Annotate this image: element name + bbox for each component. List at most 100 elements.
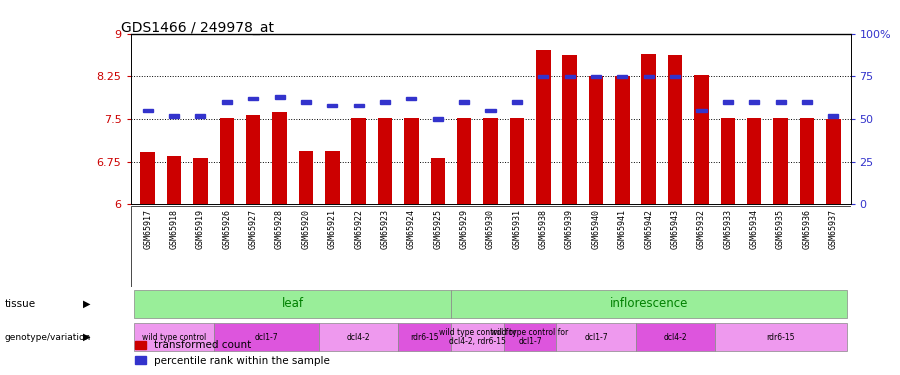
Text: GSM65939: GSM65939	[565, 209, 574, 249]
Bar	[433, 117, 443, 121]
Bar	[694, 75, 708, 204]
Text: GSM65938: GSM65938	[539, 209, 548, 249]
Text: GSM65934: GSM65934	[750, 209, 759, 249]
Bar	[459, 100, 469, 104]
Bar	[776, 100, 786, 104]
Text: GSM65932: GSM65932	[697, 209, 706, 249]
Bar	[404, 118, 419, 204]
Bar	[221, 100, 232, 104]
Text: GSM65922: GSM65922	[354, 209, 363, 249]
Bar	[773, 118, 788, 204]
Text: GSM65919: GSM65919	[196, 209, 205, 249]
Text: GSM65941: GSM65941	[618, 209, 627, 249]
Text: GSM65935: GSM65935	[776, 209, 785, 249]
Text: wild type control: wild type control	[142, 333, 206, 342]
Text: dcl4-2: dcl4-2	[663, 333, 687, 342]
Bar	[483, 118, 498, 204]
Text: GSM65928: GSM65928	[275, 209, 284, 249]
Bar	[169, 114, 179, 117]
Text: GSM65933: GSM65933	[724, 209, 733, 249]
Bar	[589, 76, 603, 204]
Text: rdr6-15: rdr6-15	[410, 333, 439, 342]
Bar	[512, 100, 522, 104]
Bar	[715, 323, 847, 351]
Bar	[354, 104, 364, 107]
Bar	[644, 75, 653, 78]
Text: leaf: leaf	[282, 297, 303, 310]
Bar	[398, 323, 451, 351]
Bar	[451, 323, 504, 351]
Bar	[721, 118, 735, 204]
Bar	[134, 290, 451, 318]
Bar	[564, 75, 574, 78]
Bar	[320, 323, 398, 351]
Bar	[325, 152, 339, 204]
Text: wild type control for
dcl1-7: wild type control for dcl1-7	[491, 328, 569, 346]
Text: inflorescence: inflorescence	[609, 297, 688, 310]
Bar	[301, 100, 310, 104]
Bar	[195, 114, 205, 117]
Bar	[749, 100, 760, 104]
Bar	[697, 109, 706, 112]
Text: ▶: ▶	[83, 332, 90, 342]
Bar	[451, 290, 847, 318]
Bar	[617, 75, 627, 78]
Bar	[140, 152, 155, 204]
Bar	[248, 97, 258, 100]
Text: wild type control for
dcl4-2, rdr6-15: wild type control for dcl4-2, rdr6-15	[438, 328, 516, 346]
Bar	[670, 75, 680, 78]
Bar	[213, 323, 320, 351]
Bar	[591, 75, 601, 78]
Bar	[562, 56, 577, 204]
Bar	[246, 115, 260, 204]
Bar	[504, 323, 556, 351]
Bar	[556, 323, 635, 351]
Bar	[747, 118, 761, 204]
Text: GSM65929: GSM65929	[460, 209, 469, 249]
Bar	[826, 119, 841, 204]
Bar	[802, 100, 812, 104]
Text: GSM65936: GSM65936	[803, 209, 812, 249]
Bar	[828, 114, 839, 117]
Text: GSM65925: GSM65925	[433, 209, 442, 249]
Text: dcl4-2: dcl4-2	[346, 333, 371, 342]
Legend: transformed count, percentile rank within the sample: transformed count, percentile rank withi…	[131, 336, 334, 370]
Text: ▶: ▶	[83, 299, 90, 309]
Bar	[378, 118, 392, 204]
Text: dcl1-7: dcl1-7	[255, 333, 278, 342]
Bar	[220, 118, 234, 204]
Bar	[485, 109, 496, 112]
Bar	[615, 76, 630, 204]
Text: GSM65917: GSM65917	[143, 209, 152, 249]
Text: tissue: tissue	[4, 299, 36, 309]
Text: GSM65924: GSM65924	[407, 209, 416, 249]
Bar	[800, 118, 814, 204]
Text: GSM65940: GSM65940	[591, 209, 600, 249]
Bar	[194, 158, 208, 204]
Bar	[407, 97, 417, 100]
Text: GSM65918: GSM65918	[169, 209, 178, 249]
Text: GSM65923: GSM65923	[381, 209, 390, 249]
Bar	[274, 95, 284, 99]
Text: GSM65920: GSM65920	[302, 209, 310, 249]
Bar	[723, 100, 733, 104]
Text: GDS1466 / 249978_at: GDS1466 / 249978_at	[122, 21, 274, 34]
Text: rdr6-15: rdr6-15	[767, 333, 795, 342]
Bar	[134, 323, 213, 351]
Text: GSM65943: GSM65943	[670, 209, 680, 249]
Bar	[299, 152, 313, 204]
Text: GSM65927: GSM65927	[248, 209, 257, 249]
Bar	[328, 104, 338, 107]
Text: GSM65931: GSM65931	[512, 209, 521, 249]
Text: GSM65926: GSM65926	[222, 209, 231, 249]
Text: genotype/variation: genotype/variation	[4, 333, 91, 342]
Bar	[538, 75, 548, 78]
Bar	[642, 54, 656, 204]
Text: GSM65921: GSM65921	[328, 209, 337, 249]
Bar	[380, 100, 390, 104]
Bar	[668, 56, 682, 204]
Text: GSM65942: GSM65942	[644, 209, 653, 249]
Text: dcl1-7: dcl1-7	[584, 333, 608, 342]
Bar	[509, 118, 524, 204]
Bar	[166, 156, 181, 204]
